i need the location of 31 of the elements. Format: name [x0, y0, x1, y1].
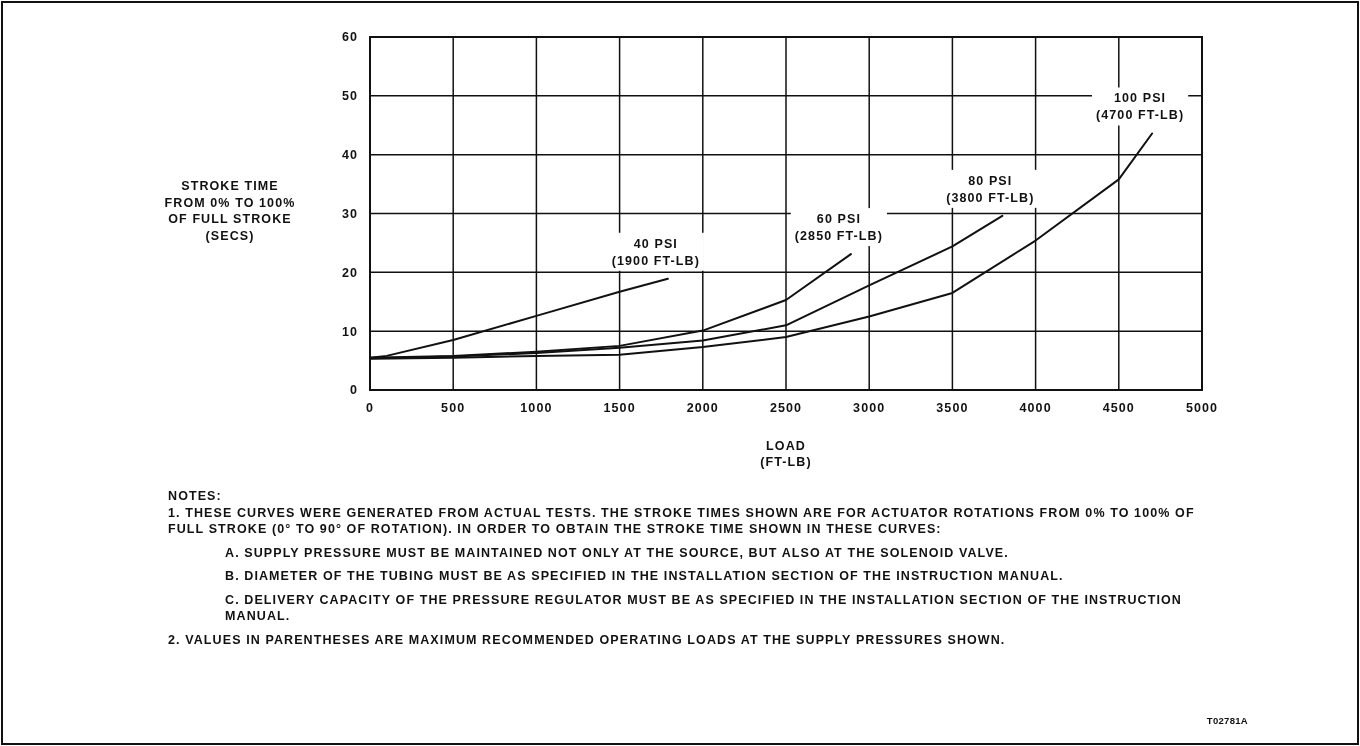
x-tick-label: 3000	[853, 401, 886, 415]
y-tick-label: 20	[341, 265, 358, 280]
y-tick-label: 30	[341, 206, 358, 221]
y-tick-label: 40	[341, 148, 358, 163]
y-tick-label: 0	[349, 383, 358, 398]
text: NOTES:	[168, 489, 222, 503]
x-axis-title: LOAD (FT-LB)	[760, 439, 812, 469]
text: 60 PSI (2850 FT-LB)	[794, 212, 884, 244]
text: 40 PSI (1900 FT-LB)	[611, 236, 700, 268]
text: B. DIAMETER OF THE TUBING MUST BE AS SPECIFIED IN THE INSTALLATION SECTION OF THE INSTRUCTION MANUAL.	[225, 569, 1064, 583]
text: C. DELIVERY CAPACITY OF THE PRESSURE REGULATOR MUST BE AS SPECIFIED IN THE INSTALLATION SECTION OF THE INSTRUCTION MANUAL.	[225, 592, 1182, 623]
x-tick-label: 4000	[1019, 401, 1052, 415]
x-tick-label: 4500	[1102, 401, 1135, 415]
y-axis-title: STROKE TIME FROM 0% TO 100% OF FULL STROKE (SECS)	[164, 179, 296, 243]
text: A. SUPPLY PRESSURE MUST BE MAINTAINED NOT ONLY AT THE SOURCE, BUT ALSO AT THE SOLENOID VALVE.	[225, 545, 1009, 560]
y-tick-label: 60	[341, 30, 358, 45]
text: 1. THESE CURVES WERE GENERATED FROM ACTUAL TESTS. THE STROKE TIMES SHOWN ARE FOR ACTUATOR ROTATIONS FROM 0% TO 100% OF FULL STROKE (0° TO 90° OF ROTATION). IN ORDER TO OBTAIN THE STROKE TIME SHOWN IN THESE CURVES:	[168, 505, 1195, 536]
x-tick-label: 500	[441, 401, 466, 415]
text: 2. VALUES IN PARENTHESES ARE MAXIMUM RECOMMENDED OPERATING LOADS AT THE SUPPLY PRESSURES SHOWN.	[168, 632, 1006, 647]
y-tick-label: 10	[341, 324, 358, 339]
y-tick-label: 50	[341, 89, 358, 104]
x-tick-label: 0	[365, 401, 375, 415]
x-tick-label: 1000	[520, 401, 553, 415]
text: 100 PSI (4700 FT-LB)	[1095, 91, 1185, 123]
x-tick-label: 2000	[686, 401, 719, 415]
text: 80 PSI (3800 FT-LB)	[946, 173, 1035, 205]
x-tick-label: 3500	[936, 401, 969, 415]
x-tick-label: 5000	[1185, 401, 1219, 415]
x-tick-label: 2500	[769, 401, 803, 415]
text: T02781A	[1206, 715, 1248, 726]
x-tick-label: 1500	[603, 401, 636, 415]
